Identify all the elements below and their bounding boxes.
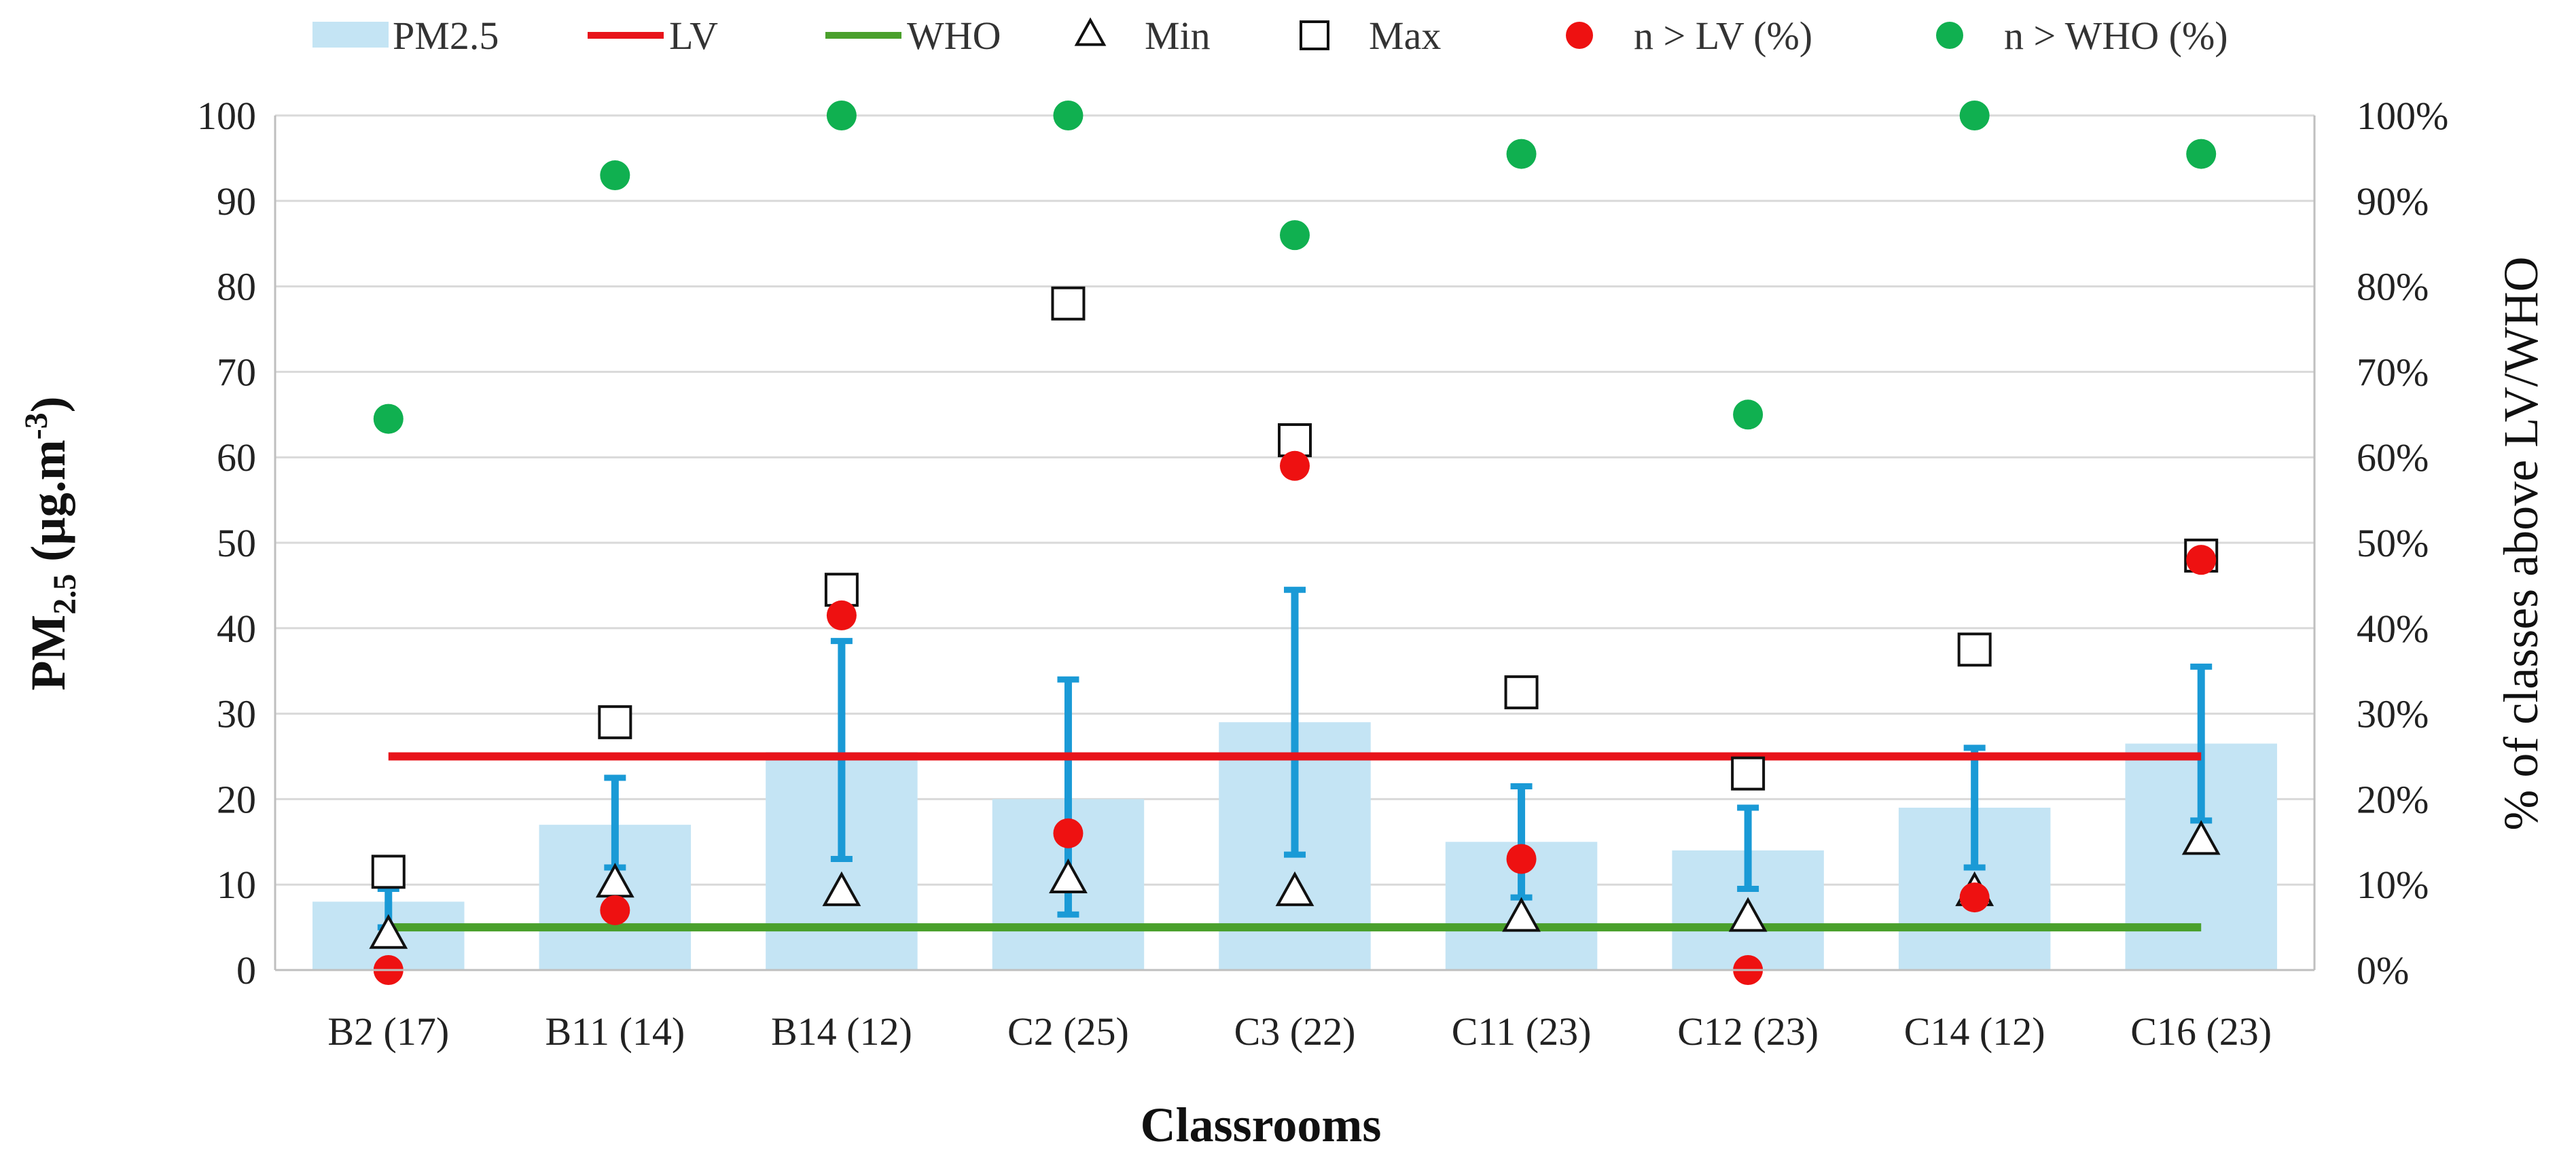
x-tick-label: B2 (17) <box>327 1009 449 1054</box>
legend-swatch-max <box>1300 20 1329 50</box>
legend-swatch-pm25 <box>312 22 389 48</box>
y-tick-label: 30 <box>217 692 256 736</box>
legend-label: Min <box>1145 14 1211 58</box>
y2-tick-label: 50% <box>2357 521 2429 565</box>
y-axis-title-sub: 2.5 <box>47 574 83 615</box>
y-tick-label: 40 <box>217 607 256 651</box>
marker-n-above-who <box>1733 399 1764 430</box>
marker-n-above-lv <box>1053 818 1084 848</box>
x-tick-label: C2 (25) <box>1007 1009 1129 1054</box>
legend-label: Max <box>1369 14 1441 58</box>
marker-n-above-who <box>1506 139 1537 169</box>
marker-min <box>1275 871 1314 906</box>
y-tick-label: 90 <box>217 179 256 223</box>
marker-n-above-lv <box>1506 844 1537 874</box>
y-tick-label: 50 <box>217 521 256 565</box>
error-bars <box>377 586 2213 931</box>
marker-n-above-lv <box>600 895 630 925</box>
y-axis-title: PM2.5 (µg.m-3) <box>18 396 83 690</box>
x-tick-label: C14 (12) <box>1904 1009 2045 1054</box>
marker-n-above-who <box>1053 101 1084 130</box>
marker-n-above-who <box>1280 220 1310 251</box>
y2-tick-label: 30% <box>2357 692 2429 736</box>
y-tick-label: 100 <box>197 94 256 138</box>
x-tick-label: C12 (23) <box>1677 1009 1819 1054</box>
x-tick-label: B14 (12) <box>771 1009 912 1054</box>
legend-swatch-n-above-lv <box>1566 22 1593 49</box>
marker-n-above-lv <box>826 600 857 630</box>
marker-max <box>371 855 406 889</box>
marker-n-above-lv <box>1959 882 1990 913</box>
marker-min <box>369 914 408 949</box>
y2-tick-label: 60% <box>2357 435 2429 480</box>
marker-n-above-who <box>2186 139 2217 169</box>
marker-n-above-who <box>826 101 857 130</box>
y-tick-label: 0 <box>236 948 256 992</box>
legend-label: LV <box>669 14 718 58</box>
marker-min <box>1728 897 1768 932</box>
marker-min <box>2181 820 2221 855</box>
legend-label: n > WHO (%) <box>2004 14 2228 58</box>
legend-label: PM2.5 <box>393 14 499 58</box>
axes: 0 10 20 30 40 50 60 70 80 90 100 0% 10% 20% 30% 40% 50% 6… <box>197 94 2448 1054</box>
marker-max <box>1504 675 1539 710</box>
marker-min <box>1502 897 1541 932</box>
marker-min <box>822 871 861 906</box>
x-tick-label: C16 (23) <box>2130 1009 2272 1054</box>
y-tick-label: 70 <box>217 350 256 394</box>
marker-n-above-who <box>1959 101 1990 130</box>
marker-max <box>1731 756 1766 791</box>
y-axis-title-unit: (µg.m <box>21 440 75 573</box>
marker-min <box>1049 858 1088 894</box>
markers <box>369 101 2221 985</box>
legend-label: n > LV (%) <box>1634 14 1812 58</box>
y2-tick-label: 70% <box>2357 350 2429 394</box>
reference-lines <box>388 752 2202 932</box>
legend: PM2.5 LV WHO Min Max n > LV (%) n > WHO (%) <box>312 14 2228 58</box>
y2-tick-label: 40% <box>2357 607 2429 651</box>
y-tick-label: 60 <box>217 435 256 480</box>
x-tick-label: C11 (23) <box>1452 1009 1592 1054</box>
y-tick-label: 20 <box>217 777 256 821</box>
y2-tick-label: 100% <box>2357 94 2448 138</box>
legend-label: WHO <box>907 14 1001 58</box>
marker-max <box>598 705 632 740</box>
marker-max <box>1051 286 1086 321</box>
y2-axis-title: % of classes above LV/WHO <box>2494 256 2548 830</box>
y-tick-label: 80 <box>217 265 256 309</box>
marker-n-above-lv <box>1280 450 1310 481</box>
legend-swatch-min <box>1074 17 1107 46</box>
y-axis-title-close: ) <box>21 396 75 412</box>
y-axis-title-main: PM <box>21 615 75 691</box>
y2-tick-label: 10% <box>2357 863 2429 907</box>
y2-tick-label: 80% <box>2357 265 2429 309</box>
y2-tick-label: 0% <box>2357 948 2409 992</box>
x-tick-label: B11 (14) <box>545 1009 685 1054</box>
y2-tick-label: 20% <box>2357 777 2429 821</box>
marker-n-above-lv <box>2186 545 2217 575</box>
x-tick-label: C3 (22) <box>1234 1009 1356 1054</box>
x-axis-title: Classrooms <box>1141 1098 1382 1152</box>
y-axis-title-sup: -3 <box>18 412 54 440</box>
marker-n-above-who <box>373 404 404 434</box>
y2-tick-label: 90% <box>2357 179 2429 223</box>
y-tick-label: 10 <box>217 863 256 907</box>
marker-max <box>1957 632 1992 667</box>
legend-swatch-n-above-who <box>1936 22 1963 49</box>
marker-n-above-who <box>600 160 630 191</box>
